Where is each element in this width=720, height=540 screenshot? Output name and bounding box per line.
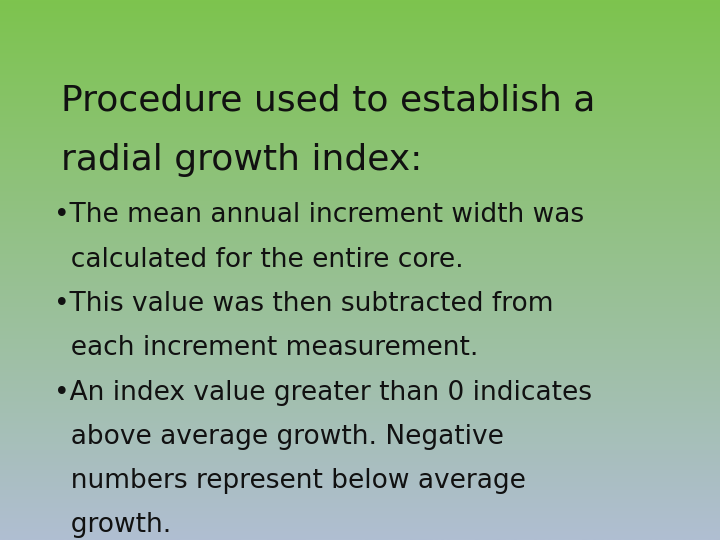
Text: radial growth index:: radial growth index: [61,143,423,177]
Text: calculated for the entire core.: calculated for the entire core. [54,247,464,273]
Text: •An index value greater than 0 indicates: •An index value greater than 0 indicates [54,380,592,406]
Text: •This value was then subtracted from: •This value was then subtracted from [54,291,554,317]
Text: above average growth. Negative: above average growth. Negative [54,424,504,450]
Text: each increment measurement.: each increment measurement. [54,335,478,361]
Text: Procedure used to establish a: Procedure used to establish a [61,84,595,118]
Text: •The mean annual increment width was: •The mean annual increment width was [54,202,584,228]
Text: growth.: growth. [54,512,171,538]
Text: numbers represent below average: numbers represent below average [54,468,526,494]
